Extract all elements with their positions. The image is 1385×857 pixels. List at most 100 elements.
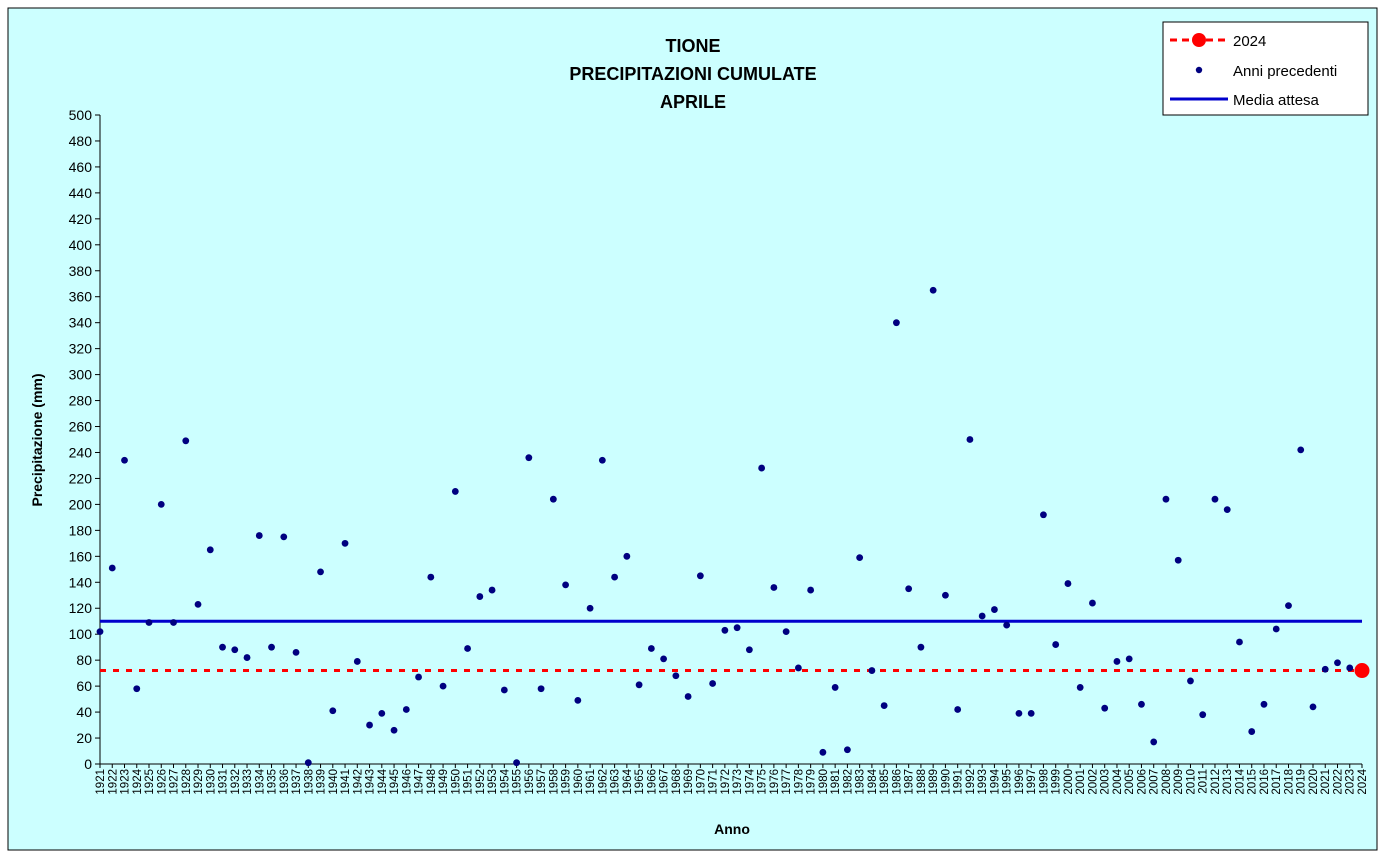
data-point-previous-year [647,645,655,652]
x-tick-label: 1927 [169,769,181,795]
x-tick-label: 1961 [585,769,597,795]
x-tick-label: 1976 [769,769,781,795]
data-point-previous-year [121,456,128,464]
x-tick-label: 1929 [193,769,205,795]
data-point-previous-year [1174,556,1182,564]
data-point-previous-year [268,643,275,651]
data-point-previous-year [206,546,214,554]
y-tick-label: 440 [69,185,93,201]
y-tick-label: 100 [69,626,93,642]
y-tick-label: 400 [69,237,93,253]
data-point-previous-year [1321,665,1329,673]
x-tick-label: 1938 [303,769,315,795]
x-tick-label: 2023 [1345,769,1357,795]
chart-title-line-1: TIONE [665,36,720,56]
y-tick-label: 220 [69,470,93,486]
x-tick-label: 1975 [757,769,769,795]
x-tick-label: 1996 [1014,769,1026,795]
x-tick-label: 2011 [1198,769,1210,794]
data-point-previous-year [525,454,533,462]
data-point-previous-year [1211,495,1219,503]
legend-2024-label: 2024 [1233,33,1266,50]
data-point-previous-year [427,573,435,581]
data-point-previous-year [378,709,386,717]
y-tick-label: 40 [76,704,92,720]
x-tick-label: 1957 [536,769,548,795]
x-tick-label: 2018 [1283,769,1295,795]
data-point-previous-year [1162,495,1170,503]
x-tick-label: 1949 [438,769,450,795]
data-point-previous-year [562,581,569,589]
data-point-previous-year [807,586,815,594]
x-tick-label: 2003 [1100,769,1112,795]
x-tick-label: 2015 [1247,769,1259,795]
data-point-previous-year [880,702,888,709]
data-point-previous-year [574,696,582,704]
data-point-previous-year [329,707,337,715]
x-tick-label: 1986 [891,769,903,795]
data-point-previous-year [1125,655,1133,663]
data-point-previous-year [868,667,876,674]
x-tick-label: 1932 [230,769,242,795]
x-tick-label: 2014 [1234,768,1246,794]
x-tick-label: 1924 [132,768,144,794]
x-tick-label: 2002 [1087,769,1099,795]
x-tick-label: 2007 [1149,769,1161,795]
x-tick-label: 2008 [1161,769,1173,795]
data-point-previous-year [1309,703,1317,711]
x-tick-label: 2001 [1075,769,1087,795]
y-tick-label: 460 [69,159,93,175]
data-point-previous-year [770,584,778,591]
x-tick-label: 1933 [242,769,254,795]
x-tick-label: 1994 [989,768,1001,794]
data-point-previous-year [488,586,496,594]
x-tick-label: 1923 [120,769,132,795]
data-point-previous-year [219,643,226,651]
y-tick-label: 120 [69,600,93,616]
data-point-previous-year [366,721,373,729]
data-point-previous-year [929,286,937,294]
data-point-previous-year [660,655,668,663]
data-point-previous-year [1260,700,1268,708]
data-point-previous-year [1052,641,1060,648]
data-point-previous-year [194,600,202,608]
data-point-previous-year [966,436,974,443]
x-tick-label: 1973 [732,769,744,795]
data-point-previous-year [243,654,251,661]
x-tick-label: 1987 [904,769,916,795]
x-tick-label: 1978 [793,769,805,795]
x-tick-label: 1963 [610,769,622,795]
data-point-previous-year [721,626,729,634]
x-tick-label: 1998 [1038,769,1050,795]
data-point-previous-year [782,628,790,636]
x-tick-label: 1930 [205,769,217,795]
x-tick-label: 1931 [218,769,230,795]
data-point-previous-year [145,619,153,626]
x-tick-label: 2012 [1210,769,1222,795]
y-axis-label: Precipitazione (mm) [29,373,45,506]
data-point-previous-year [843,746,851,754]
data-point-previous-year [1297,446,1305,454]
y-tick-label: 380 [69,263,93,279]
x-tick-label: 1999 [1051,769,1063,795]
x-tick-label: 2010 [1185,769,1197,795]
x-tick-label: 1977 [781,769,793,795]
data-point-previous-year [917,643,925,651]
x-tick-label: 1959 [561,769,573,795]
x-tick-label: 1960 [573,769,585,795]
data-point-previous-year [390,726,398,734]
data-point-previous-year [856,554,864,562]
x-tick-label: 1990 [940,769,952,795]
x-tick-label: 1951 [463,769,475,795]
x-tick-label: 2021 [1320,769,1332,795]
x-tick-label: 1967 [659,769,671,795]
x-tick-label: 1962 [597,769,609,795]
x-tick-label: 1965 [634,769,646,795]
x-tick-label: 1982 [842,769,854,795]
data-point-previous-year [819,748,827,756]
data-point-previous-year [402,706,410,713]
y-tick-label: 180 [69,522,93,538]
y-tick-label: 200 [69,496,93,512]
y-tick-label: 80 [76,652,92,668]
x-tick-label: 1946 [401,769,413,795]
